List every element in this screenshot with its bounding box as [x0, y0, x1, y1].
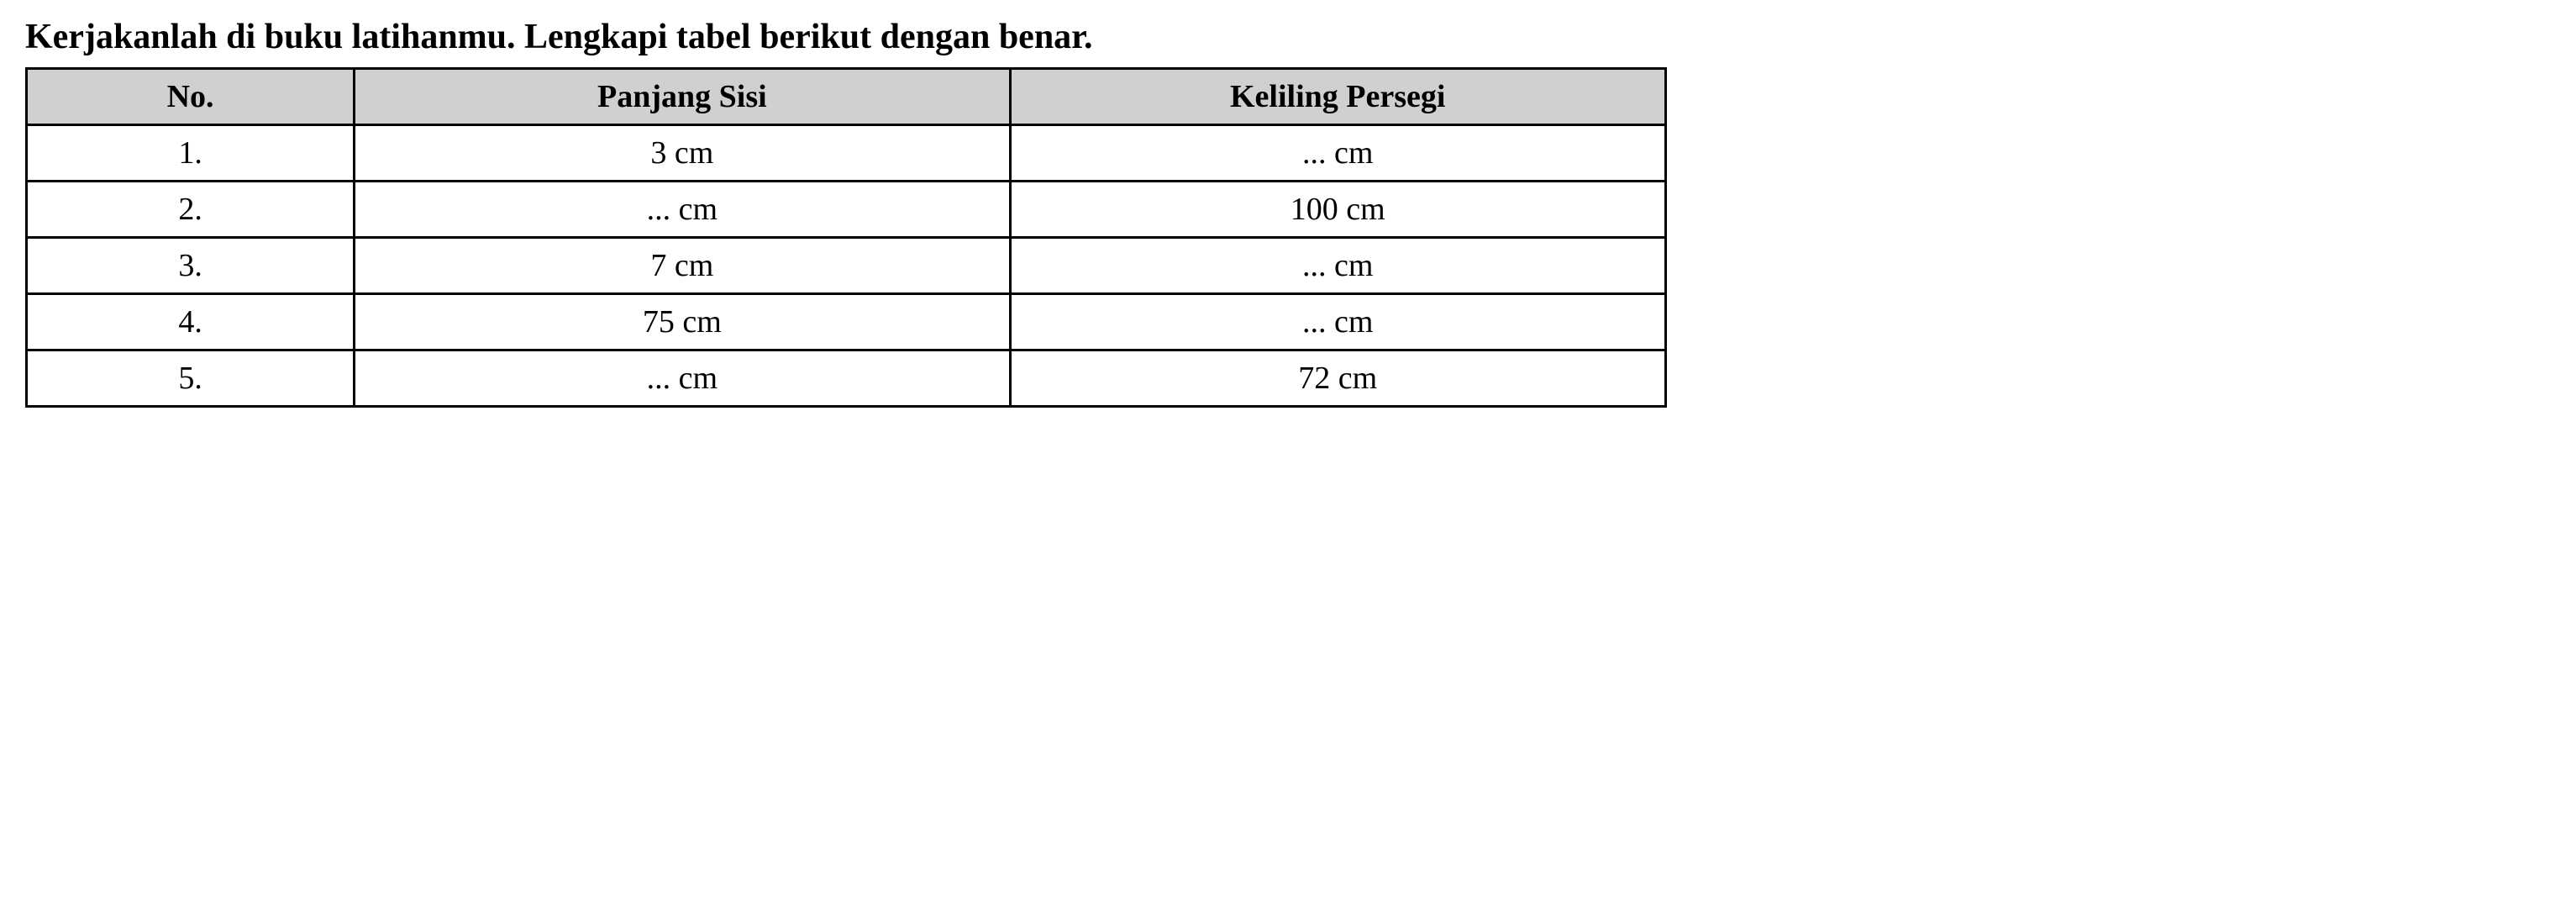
cell-no: 1. [27, 125, 355, 182]
table-row: 4. 75 cm ... cm [27, 294, 1666, 350]
cell-keliling-persegi: ... cm [1010, 294, 1665, 350]
table-row: 2. ... cm 100 cm [27, 182, 1666, 238]
header-no: No. [27, 69, 355, 125]
cell-panjang-sisi: 7 cm [355, 238, 1010, 294]
table-header-row: No. Panjang Sisi Keliling Persegi [27, 69, 1666, 125]
table-row: 3. 7 cm ... cm [27, 238, 1666, 294]
table-row: 5. ... cm 72 cm [27, 350, 1666, 407]
cell-panjang-sisi: 3 cm [355, 125, 1010, 182]
cell-no: 3. [27, 238, 355, 294]
header-panjang-sisi: Panjang Sisi [355, 69, 1010, 125]
cell-keliling-persegi: ... cm [1010, 125, 1665, 182]
cell-no: 5. [27, 350, 355, 407]
cell-panjang-sisi: ... cm [355, 350, 1010, 407]
cell-keliling-persegi: ... cm [1010, 238, 1665, 294]
table-row: 1. 3 cm ... cm [27, 125, 1666, 182]
exercise-table: No. Panjang Sisi Keliling Persegi 1. 3 c… [25, 67, 1667, 408]
cell-panjang-sisi: ... cm [355, 182, 1010, 238]
cell-keliling-persegi: 72 cm [1010, 350, 1665, 407]
header-keliling-persegi: Keliling Persegi [1010, 69, 1665, 125]
page-title: Kerjakanlah di buku latihanmu. Lengkapi … [25, 17, 2551, 57]
cell-no: 2. [27, 182, 355, 238]
cell-no: 4. [27, 294, 355, 350]
cell-panjang-sisi: 75 cm [355, 294, 1010, 350]
cell-keliling-persegi: 100 cm [1010, 182, 1665, 238]
